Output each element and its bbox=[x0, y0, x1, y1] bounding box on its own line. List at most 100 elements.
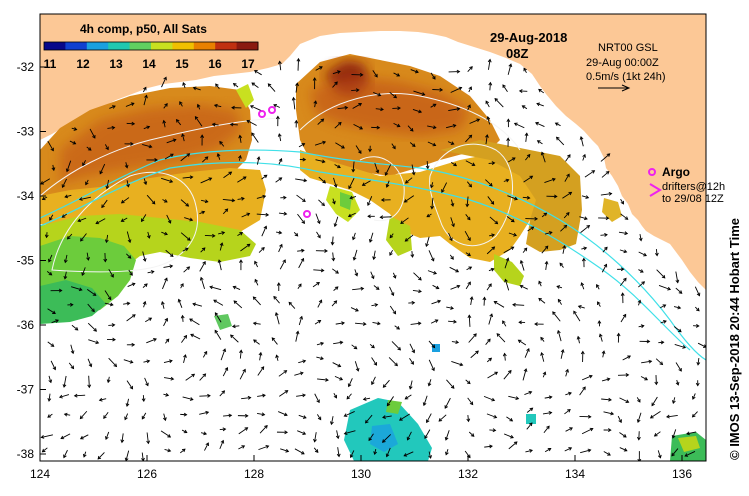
current-arrow bbox=[445, 124, 456, 129]
current-arrow-head bbox=[682, 345, 687, 349]
current-arrow bbox=[582, 154, 586, 161]
current-arrow bbox=[146, 432, 149, 444]
current-arrow-head bbox=[491, 161, 496, 166]
current-arrow bbox=[503, 370, 512, 380]
colorbar: 4h comp, p50, All Sats 11 12 13 14 15 16 17 bbox=[43, 22, 259, 71]
current-arrow-head bbox=[222, 348, 227, 353]
current-arrow-head bbox=[211, 122, 216, 127]
current-arrow bbox=[41, 434, 53, 438]
current-arrow-head bbox=[291, 96, 296, 101]
current-arrow bbox=[620, 314, 627, 323]
current-arrow bbox=[412, 289, 422, 292]
current-arrow bbox=[64, 194, 72, 198]
current-arrow-head bbox=[453, 319, 457, 324]
current-arrow bbox=[334, 164, 341, 168]
current-arrow bbox=[494, 301, 505, 308]
current-arrow-head bbox=[467, 252, 471, 257]
current-arrow bbox=[657, 450, 661, 458]
current-arrow-head bbox=[530, 226, 535, 230]
current-arrow bbox=[68, 362, 74, 369]
current-arrow-head bbox=[113, 363, 118, 368]
current-arrow-head bbox=[426, 213, 431, 218]
current-arrow bbox=[256, 213, 269, 216]
current-arrow-head bbox=[662, 304, 667, 308]
current-arrow bbox=[147, 271, 154, 274]
current-arrow-head bbox=[408, 385, 413, 390]
current-arrow bbox=[388, 357, 398, 366]
current-arrow bbox=[506, 216, 515, 223]
current-arrow-head bbox=[467, 237, 471, 242]
current-arrow-head bbox=[370, 275, 375, 280]
current-arrow bbox=[562, 245, 566, 254]
current-arrow-head bbox=[106, 379, 111, 384]
current-arrow bbox=[448, 320, 457, 323]
current-arrow-head bbox=[624, 216, 629, 220]
current-arrow bbox=[77, 217, 87, 222]
current-arrow-head bbox=[588, 374, 593, 379]
current-arrow-head bbox=[597, 320, 602, 324]
current-arrow bbox=[253, 296, 261, 306]
current-arrow bbox=[430, 72, 436, 80]
current-arrow-head bbox=[458, 86, 463, 91]
current-arrow bbox=[178, 299, 183, 308]
current-arrow bbox=[409, 142, 416, 147]
current-arrow bbox=[350, 307, 359, 312]
current-arrow bbox=[697, 358, 700, 365]
current-arrow-head bbox=[300, 257, 305, 262]
current-arrow bbox=[672, 429, 677, 439]
current-arrow-head bbox=[505, 257, 510, 262]
current-arrow-head bbox=[129, 385, 134, 390]
current-arrow-head bbox=[301, 220, 305, 224]
y-axis: -32 -33 -34 -35 -36 -37 -38 bbox=[17, 60, 46, 461]
current-arrow-head bbox=[637, 458, 642, 461]
current-arrow bbox=[183, 354, 186, 363]
current-arrow bbox=[273, 104, 281, 108]
current-arrow bbox=[230, 334, 239, 343]
current-arrow-head bbox=[362, 322, 367, 326]
current-arrow bbox=[430, 182, 434, 188]
current-arrow bbox=[372, 70, 378, 78]
current-arrow bbox=[88, 339, 99, 344]
current-arrow-head bbox=[228, 413, 233, 418]
current-arrow bbox=[450, 217, 455, 227]
current-arrow bbox=[465, 134, 472, 143]
current-arrow-head bbox=[381, 439, 386, 443]
current-arrow bbox=[181, 429, 187, 433]
current-arrow bbox=[371, 357, 377, 366]
current-arrow bbox=[199, 411, 209, 415]
current-arrow-head bbox=[201, 247, 206, 251]
current-arrow bbox=[160, 430, 171, 438]
current-arrow bbox=[468, 86, 472, 93]
current-arrow bbox=[428, 359, 435, 371]
current-arrow bbox=[581, 282, 585, 290]
current-arrow-head bbox=[382, 384, 387, 388]
colorbar-tick-label: 14 bbox=[142, 57, 156, 71]
current-arrow bbox=[522, 368, 527, 381]
current-arrow-head bbox=[284, 390, 289, 394]
current-arrow-head bbox=[170, 376, 175, 381]
current-arrow-head bbox=[467, 314, 472, 319]
current-arrow-head bbox=[382, 415, 386, 419]
current-arrow-head bbox=[560, 348, 565, 353]
current-arrow bbox=[507, 64, 512, 75]
y-tick-label: -34 bbox=[17, 189, 35, 203]
current-arrow-head bbox=[639, 269, 644, 273]
current-arrow-head bbox=[534, 216, 539, 221]
colorbar-tick-label: 11 bbox=[44, 57, 57, 71]
current-arrow-head bbox=[92, 292, 97, 296]
current-arrow-head bbox=[496, 333, 501, 337]
current-arrow bbox=[332, 70, 341, 75]
current-arrow bbox=[86, 252, 89, 261]
current-arrow-head bbox=[651, 402, 655, 407]
current-arrow bbox=[564, 409, 571, 415]
current-arrow-head bbox=[392, 145, 396, 150]
current-arrow-head bbox=[322, 179, 327, 184]
current-arrow-head bbox=[430, 205, 435, 210]
current-arrow-head bbox=[251, 132, 255, 137]
current-arrow bbox=[199, 395, 211, 397]
current-arrow-head bbox=[396, 123, 401, 128]
current-arrow-head bbox=[148, 144, 153, 149]
current-arrow bbox=[411, 164, 415, 175]
current-arrow-head bbox=[320, 268, 325, 273]
current-arrow bbox=[201, 199, 208, 203]
